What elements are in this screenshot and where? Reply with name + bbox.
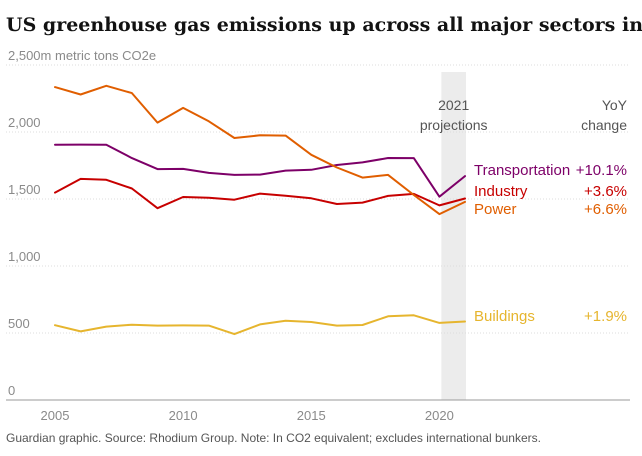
series-change-industry: +3.6% [584, 183, 627, 200]
series-line-transportation [54, 143, 466, 198]
series-change-buildings: +1.9% [584, 308, 627, 325]
y-tick-1500: 1,500 [8, 182, 41, 197]
y-tick-2000: 2,000 [8, 115, 41, 130]
x-tick-2020: 2020 [425, 408, 454, 423]
series-line-buildings [54, 314, 466, 336]
projection-band [441, 72, 466, 400]
series-change-transportation: +10.1% [576, 162, 627, 179]
series-label-transportation: Transportation [474, 162, 570, 179]
y-tick-500: 500 [8, 316, 30, 331]
series-lines [54, 84, 466, 336]
y-tick-2500: 2,500m metric tons CO2e [8, 48, 156, 63]
series-label-industry: Industry [474, 183, 528, 200]
series-line-power [54, 84, 466, 216]
series-labels: Transportation +10.1% Industry +3.6% Power +6… [474, 162, 627, 325]
series-line-industry [54, 177, 466, 210]
series-change-power: +6.6% [584, 201, 627, 218]
chart-title: US greenhouse gas emissions up across al… [6, 14, 642, 36]
source-note: Guardian graphic. Source: Rhodium Group.… [6, 431, 541, 445]
x-tick-2015: 2015 [297, 408, 326, 423]
y-tick-0: 0 [8, 383, 15, 398]
y-tick-labels: 0 500 1,000 1,500 2,000 2,500m metric tons CO… [8, 48, 156, 398]
yoy-header-line2: change [581, 117, 627, 133]
y-tick-1000: 1,000 [8, 249, 41, 264]
series-label-power: Power [474, 201, 517, 218]
projection-label-year: 2021 [438, 97, 469, 113]
x-tick-labels: 2005 2010 2015 2020 [41, 408, 454, 423]
yoy-header-line1: YoY [602, 97, 628, 113]
y-gridlines [6, 64, 630, 401]
series-label-buildings: Buildings [474, 308, 535, 325]
projection-label-text: projections [420, 117, 488, 133]
x-tick-2005: 2005 [41, 408, 70, 423]
y-axis-unit-label: m metric tons CO2e [41, 48, 157, 63]
x-tick-2010: 2010 [169, 408, 198, 423]
